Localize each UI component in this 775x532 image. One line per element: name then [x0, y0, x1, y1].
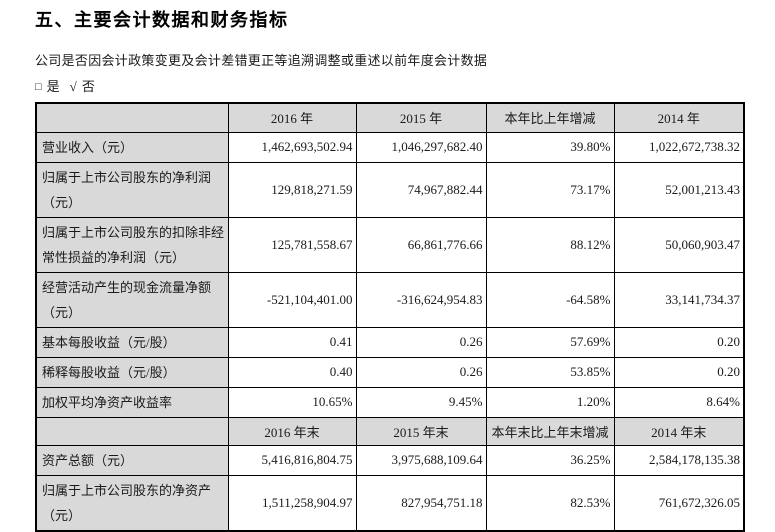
table-row-net-profit: 归属于上市公司股东的净利润（元） 129,818,271.59 74,967,8… [35, 161, 745, 218]
row-label: 经营活动产生的现金流量净额（元） [35, 271, 229, 328]
value-cell: 73.17% [485, 161, 615, 218]
value-cell: 74,967,882.44 [355, 161, 487, 218]
value-cell: 33,141,734.37 [613, 271, 745, 328]
value-cell: 52,001,213.43 [613, 161, 745, 218]
row-label: 资产总额（元） [35, 444, 229, 476]
checkbox-unchecked-icon: □ [35, 81, 42, 93]
table-row-diluted-eps: 稀释每股收益（元/股） 0.40 0.26 53.85% 0.20 [35, 356, 745, 388]
value-cell: 761,672,326.05 [613, 474, 745, 532]
value-cell: 3,975,688,109.64 [355, 444, 487, 476]
value-cell: 0.20 [613, 356, 745, 388]
table-row-total-assets: 资产总额（元） 5,416,816,804.75 3,975,688,109.6… [35, 444, 745, 476]
value-cell: 0.26 [355, 326, 487, 358]
value-cell: 39.80% [485, 131, 615, 163]
value-cell: 57.69% [485, 326, 615, 358]
value-cell: 53.85% [485, 356, 615, 388]
row-label: 基本每股收益（元/股） [35, 326, 229, 358]
value-cell: 66,861,776.66 [355, 216, 487, 273]
value-cell: 88.12% [485, 216, 615, 273]
row-label: 稀释每股收益（元/股） [35, 356, 229, 388]
value-cell: 0.41 [227, 326, 357, 358]
row-label: 归属于上市公司股东的扣除非经常性损益的净利润（元） [35, 216, 229, 273]
value-cell: 0.40 [227, 356, 357, 388]
col-header-2015: 2015 年 [355, 102, 487, 133]
value-cell: -316,624,954.83 [355, 271, 487, 328]
header-blank-cell [35, 102, 229, 133]
value-cell: 125,781,558.67 [227, 216, 357, 273]
value-cell: -64.58% [485, 271, 615, 328]
col-header-2014: 2014 年 [613, 102, 745, 133]
value-cell: 50,060,903.47 [613, 216, 745, 273]
value-cell: 129,818,271.59 [227, 161, 357, 218]
header-blank-cell [35, 416, 229, 446]
table-row-weighted-roe: 加权平均净资产收益率 10.65% 9.45% 1.20% 8.64% [35, 386, 745, 418]
value-cell: 2,584,178,135.38 [613, 444, 745, 476]
col-header-2015-end: 2015 年末 [355, 416, 487, 446]
col-header-2016-end: 2016 年末 [227, 416, 357, 446]
value-cell: 10.65% [227, 386, 357, 418]
financial-indicators-table: 2016 年 2015 年 本年比上年增减 2014 年 营业收入（元） 1,4… [35, 102, 745, 532]
col-header-2014-end: 2014 年末 [613, 416, 745, 446]
value-cell: 1,511,258,904.97 [227, 474, 357, 532]
row-label: 加权平均净资产收益率 [35, 386, 229, 418]
table-header-row-annual: 2016 年 2015 年 本年比上年增减 2014 年 [35, 102, 745, 133]
value-cell: 82.53% [485, 474, 615, 532]
table-row-basic-eps: 基本每股收益（元/股） 0.41 0.26 57.69% 0.20 [35, 326, 745, 358]
row-label: 归属于上市公司股东的净资产（元） [35, 474, 229, 532]
value-cell: 1.20% [485, 386, 615, 418]
col-header-yoy-end-change: 本年末比上年末增减 [485, 416, 615, 446]
table-row-operating-cash-flow: 经营活动产生的现金流量净额（元） -521,104,401.00 -316,62… [35, 271, 745, 328]
value-cell: 1,462,693,502.94 [227, 131, 357, 163]
no-label: 否 [81, 79, 95, 94]
value-cell: 36.25% [485, 444, 615, 476]
restatement-question-text: 公司是否因会计政策变更及会计差错更正等追溯调整或重述以前年度会计数据 [35, 53, 488, 68]
table-row-net-profit-excl-nonrecurring: 归属于上市公司股东的扣除非经常性损益的净利润（元） 125,781,558.67… [35, 216, 745, 273]
yes-label: 是 [46, 79, 60, 94]
value-cell: 5,416,816,804.75 [227, 444, 357, 476]
col-header-2016: 2016 年 [227, 102, 357, 133]
value-cell: -521,104,401.00 [227, 271, 357, 328]
page-title: 五、主要会计数据和财务指标 [35, 10, 289, 30]
table-row-net-assets: 归属于上市公司股东的净资产（元） 1,511,258,904.97 827,95… [35, 474, 745, 532]
table-row-revenue: 营业收入（元） 1,462,693,502.94 1,046,297,682.4… [35, 131, 745, 163]
checkmark-icon: √ [69, 79, 77, 94]
row-label: 营业收入（元） [35, 131, 229, 163]
value-cell: 9.45% [355, 386, 487, 418]
value-cell: 0.26 [355, 356, 487, 388]
value-cell: 1,046,297,682.40 [355, 131, 487, 163]
table-header-row-year-end: 2016 年末 2015 年末 本年末比上年末增减 2014 年末 [35, 416, 745, 446]
col-header-yoy-change: 本年比上年增减 [485, 102, 615, 133]
row-label: 归属于上市公司股东的净利润（元） [35, 161, 229, 218]
value-cell: 0.20 [613, 326, 745, 358]
value-cell: 1,022,672,738.32 [613, 131, 745, 163]
yes-no-checkbox-line: □ 是 √ 否 [35, 76, 105, 95]
value-cell: 827,954,751.18 [355, 474, 487, 532]
value-cell: 8.64% [613, 386, 745, 418]
